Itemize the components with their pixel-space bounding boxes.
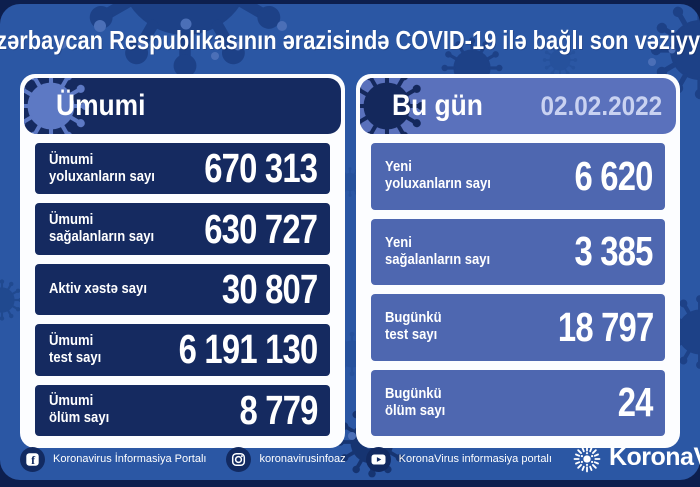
stat-row-active-cases: Aktiv xəstə sayı 30 807: [35, 263, 330, 316]
stat-label: Ümumi yoluxanların sayı: [49, 151, 155, 185]
virus-logo-icon: [573, 445, 601, 473]
instagram-label: koronavirusinfoaz: [259, 453, 346, 465]
stat-row-new-recovered: Yeni sağalanların sayı 3 385: [370, 218, 665, 285]
facebook-icon: f: [20, 446, 45, 472]
stat-label: Bugünkü test sayı: [384, 310, 442, 344]
facebook-label: Koronavirus İnformasiya Portalı: [53, 453, 207, 465]
youtube-label: KoronaVirus informasiya portalı: [398, 453, 552, 465]
today-panel-header: Bu gün 02.02.2022: [359, 78, 676, 134]
stat-row-total-infected: Ümumi yoluxanların sayı 670 313: [35, 143, 330, 195]
instagram-link[interactable]: koronavirusinfoaz: [226, 446, 346, 472]
stat-row-today-deaths: Bugünkü ölüm sayı 24: [370, 369, 665, 436]
stat-panels: Ümumi Ümumi yoluxanların sayı 670 313 Ümu…: [20, 74, 680, 448]
stat-value: 8 779: [239, 386, 318, 433]
summary-panel-title: Ümumi: [56, 89, 146, 122]
stat-label: Aktiv xəstə sayı: [49, 280, 147, 297]
stat-value: 24: [618, 379, 654, 426]
facebook-link[interactable]: f Koronavirus İnformasiya Portalı: [20, 446, 207, 472]
summary-rows: Ümumi yoluxanların sayı 670 313 Ümumi sağa…: [24, 134, 341, 448]
stat-label: Ümumi sağalanların sayı: [49, 212, 155, 246]
stat-row-total-deaths: Ümumi ölüm sayı 8 779: [35, 384, 330, 437]
today-panel-title: Bu gün: [391, 89, 483, 122]
instagram-icon: [226, 446, 252, 472]
page-title: Azərbaycan Respublikasının ərazisində CO…: [0, 24, 700, 55]
stat-value: 6 191 130: [178, 326, 319, 373]
stat-label: Ümumi ölüm sayı: [49, 393, 110, 427]
stat-value: 3 385: [574, 228, 654, 275]
stat-value: 6 620: [574, 152, 654, 199]
stat-value: 630 727: [204, 205, 319, 252]
summary-panel: Ümumi Ümumi yoluxanların sayı 670 313 Ümu…: [20, 74, 345, 448]
stat-label: Bugünkü ölüm sayı: [384, 385, 445, 419]
summary-panel-header: Ümumi: [24, 78, 341, 134]
logo-text: KoronaVirus: [608, 443, 700, 471]
title-banner: Azərbaycan Respublikasının ərazisində CO…: [0, 0, 700, 76]
youtube-link[interactable]: KoronaVirus informasiya portalı: [365, 446, 552, 472]
stat-row-total-tests: Ümumi test sayı 6 191 130: [35, 324, 330, 376]
youtube-icon: [365, 446, 391, 472]
today-panel: Bu gün 02.02.2022 Yeni yoluxanların sayı …: [355, 74, 680, 448]
footer: f Koronavirus İnformasiya Portalı korona…: [0, 438, 700, 480]
report-date: 02.02.2022: [540, 90, 662, 121]
stat-value: 18 797: [557, 303, 653, 350]
stat-value: 30 807: [221, 266, 318, 313]
koronavirus-logo[interactable]: KoronaVirus info: [572, 443, 700, 474]
stat-row-today-tests: Bugünkü test sayı 18 797: [370, 294, 665, 361]
stat-label: Yeni yoluxanların sayı: [384, 159, 491, 193]
svg-text:f: f: [31, 453, 36, 467]
stat-value: 670 313: [204, 145, 319, 192]
today-rows: Yeni yoluxanların sayı 6 620 Yeni sağalanl…: [360, 134, 677, 448]
stat-label: Ümumi test sayı: [49, 332, 102, 366]
stat-row-total-recovered: Ümumi sağalanların sayı 630 727: [35, 203, 330, 255]
stat-label: Yeni sağalanların sayı: [384, 234, 490, 268]
stat-row-new-infected: Yeni yoluxanların sayı 6 620: [370, 143, 665, 210]
